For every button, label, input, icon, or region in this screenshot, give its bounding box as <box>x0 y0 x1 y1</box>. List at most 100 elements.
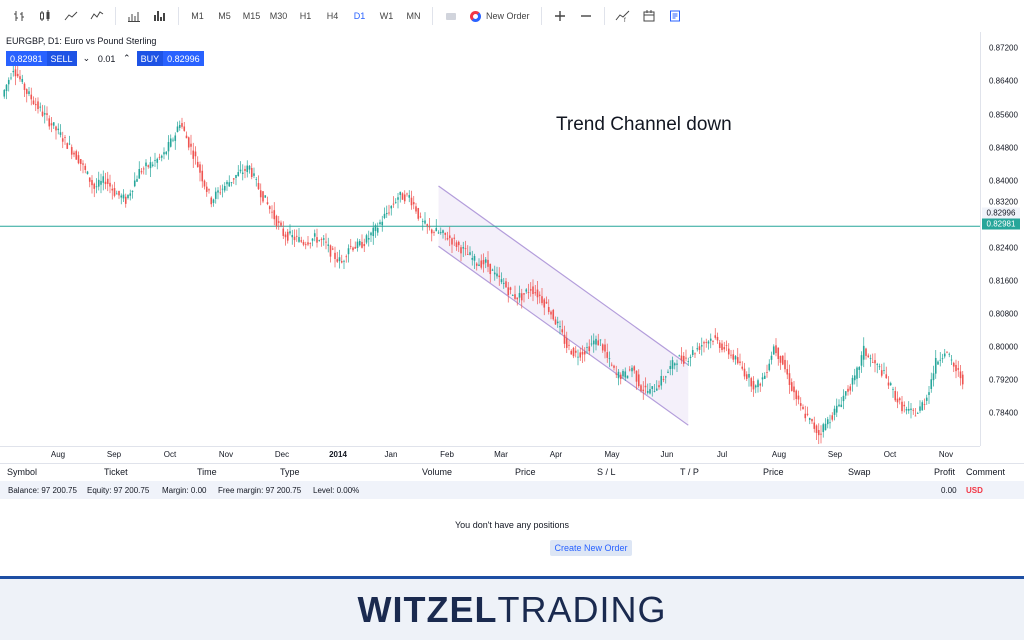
sell-price[interactable]: 0.82981 <box>6 51 47 66</box>
candle <box>75 149 78 160</box>
timeframe-m30[interactable]: M30 <box>269 11 288 21</box>
candle <box>669 360 672 376</box>
one-click-trading: 0.82981 SELL ⌄ 0.01 ⌃ BUY 0.82996 <box>6 51 204 66</box>
candle <box>248 165 251 174</box>
candle <box>939 352 942 367</box>
candle <box>212 198 215 207</box>
candle <box>154 152 156 167</box>
candle <box>421 218 424 231</box>
candle <box>37 97 39 114</box>
candle <box>64 134 66 145</box>
candle <box>671 356 674 376</box>
candle <box>700 337 703 356</box>
candle <box>28 86 30 97</box>
candle <box>46 106 48 121</box>
timeframe-w1[interactable]: W1 <box>379 11 394 21</box>
equity-value: Equity: 97 200.75 <box>87 486 150 495</box>
notes-icon[interactable] <box>662 5 688 27</box>
candle <box>21 74 24 85</box>
buy-button[interactable]: BUY <box>136 51 164 66</box>
timeframe-m15[interactable]: M15 <box>242 11 261 21</box>
candle <box>235 174 237 186</box>
time-tick: Feb <box>440 450 454 459</box>
candle <box>806 406 809 417</box>
chevron-up-icon[interactable]: ⌃ <box>123 53 131 63</box>
area-icon[interactable] <box>84 5 110 27</box>
column-header-swap[interactable]: Swap <box>848 467 871 477</box>
candle <box>147 164 150 169</box>
candle <box>275 214 278 230</box>
candle <box>655 380 658 391</box>
candle <box>934 350 937 379</box>
candle <box>831 412 834 422</box>
time-tick: Nov <box>218 450 234 459</box>
bar-chart-icon[interactable] <box>6 5 32 27</box>
candle <box>565 331 568 354</box>
candles-icon[interactable] <box>32 5 58 27</box>
column-header-ticket[interactable]: Ticket <box>104 467 128 477</box>
volume-icon[interactable] <box>121 5 147 27</box>
column-header-tp[interactable]: T / P <box>680 467 699 477</box>
timeframe-mn[interactable]: MN <box>406 11 421 21</box>
candle <box>595 335 597 351</box>
candle <box>178 120 181 131</box>
indicators-icon[interactable]: f <box>610 5 636 27</box>
candle <box>352 246 354 252</box>
candle <box>433 230 435 236</box>
trend-channel-lower-line[interactable] <box>438 245 689 426</box>
svg-text:f: f <box>624 18 626 23</box>
screenshot-icon[interactable] <box>438 5 464 27</box>
chart-annotation: Trend Channel down <box>556 114 732 135</box>
timeframe-h1[interactable]: H1 <box>299 11 312 21</box>
chevron-down-icon[interactable]: ⌄ <box>82 53 91 63</box>
candle <box>736 348 739 365</box>
candle <box>770 351 773 365</box>
candle <box>208 188 210 194</box>
column-header-current-price[interactable]: Price <box>763 467 784 477</box>
lot-size-stepper[interactable]: ⌄ 0.01 ⌃ <box>77 53 137 64</box>
line-icon[interactable] <box>58 5 84 27</box>
candle <box>106 171 109 192</box>
candle <box>556 316 559 328</box>
candle <box>502 277 505 289</box>
candle <box>50 116 53 133</box>
sell-button[interactable]: SELL <box>46 51 77 66</box>
candle <box>451 237 453 253</box>
candle <box>118 190 120 199</box>
candle <box>892 386 894 398</box>
candle <box>12 65 15 77</box>
zoom-in-icon[interactable] <box>547 5 573 27</box>
zoom-out-icon[interactable] <box>573 5 599 27</box>
timeframe-h4[interactable]: H4 <box>326 11 339 21</box>
candle <box>84 163 87 174</box>
create-new-order-button[interactable]: Create New Order <box>550 540 632 556</box>
timeframe-m1[interactable]: M1 <box>191 11 204 21</box>
column-header-symbol[interactable]: Symbol <box>7 467 38 477</box>
price-chart[interactable]: EURGBP, D1: Euro vs Pound Sterling 0.829… <box>0 32 1024 460</box>
column-header-sl[interactable]: S / L <box>597 467 616 477</box>
time-axis[interactable]: Aug Sep Oct Nov Dec 2014 Jan Feb Mar Apr… <box>0 446 980 461</box>
candle <box>723 341 726 353</box>
candle <box>880 363 883 378</box>
column-header-type[interactable]: Type <box>280 467 300 477</box>
candlestick-chart[interactable] <box>0 32 980 446</box>
price-axis[interactable]: 0.87200 0.86400 0.85600 0.84800 0.84000 … <box>980 32 1024 446</box>
column-header-comment[interactable]: Comment <box>966 467 1006 477</box>
candle <box>370 231 372 242</box>
candle <box>127 194 129 200</box>
column-header-profit[interactable]: Profit <box>934 467 956 477</box>
column-header-price[interactable]: Price <box>515 467 536 477</box>
buy-price[interactable]: 0.82996 <box>163 51 204 66</box>
candle <box>91 175 93 194</box>
timeframe-d1[interactable]: D1 <box>353 11 366 21</box>
candle <box>829 414 831 429</box>
column-header-volume[interactable]: Volume <box>422 467 453 477</box>
histogram-icon[interactable] <box>147 5 173 27</box>
candle <box>190 134 192 155</box>
timeframe-m5[interactable]: M5 <box>218 11 231 21</box>
trend-channel-upper-line[interactable] <box>438 185 689 366</box>
new-order-button[interactable]: New Order <box>464 5 536 27</box>
column-header-time[interactable]: Time <box>197 467 217 477</box>
calendar-icon[interactable] <box>636 5 662 27</box>
candle <box>484 257 487 269</box>
